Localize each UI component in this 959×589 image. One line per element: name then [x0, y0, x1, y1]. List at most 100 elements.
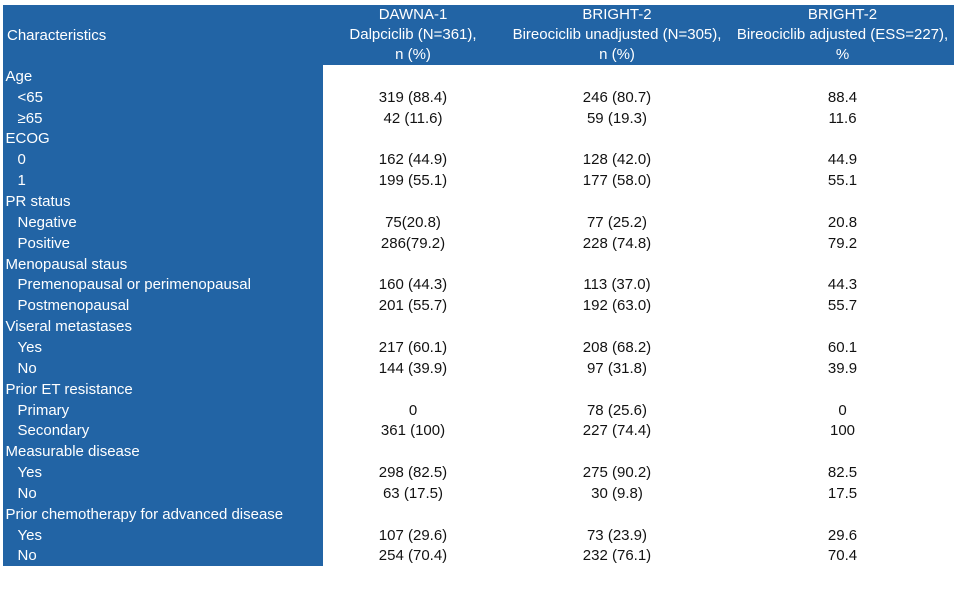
cell-value: 228 (74.8) — [582, 234, 652, 252]
row-label-panel — [3, 65, 323, 566]
cell-value: 128 (42.0) — [582, 151, 652, 169]
cell-value: 113 (37.0) — [583, 276, 651, 294]
cell-value: 11.6 — [828, 109, 857, 127]
row-label: Yes — [17, 338, 42, 356]
cell-value: 275 (90.2) — [582, 464, 652, 482]
cell-value: 30 (9.8) — [591, 484, 643, 502]
row-label: 0 — [17, 151, 26, 169]
row-label: <65 — [17, 88, 43, 106]
cell-value: 42 (11.6) — [383, 109, 443, 127]
column-header-bright2-adjusted-arm: Bireociclib adjusted (ESS=227), — [736, 26, 949, 43]
cell-value: 100 — [829, 422, 856, 440]
table-row: Yes 298 (82.5) 275 (90.2) 82.5 — [0, 462, 959, 483]
row-label-group: Menopausal staus — [5, 255, 128, 273]
column-header-bright2-unadjusted: BRIGHT-2 Bireociclib unadjusted (N=305),… — [503, 5, 731, 65]
table-row: PR status — [0, 191, 959, 212]
cell-value: 59 (19.3) — [586, 109, 648, 127]
cell-value: 286(79.2) — [380, 234, 446, 252]
cell-value: 162 (44.9) — [378, 151, 448, 169]
table-row: 1 199 (55.1) 177 (58.0) 55.1 — [0, 170, 959, 191]
table-row: Viseral metastases — [0, 316, 959, 337]
column-header-dawna1-study: DAWNA-1 — [378, 6, 448, 23]
table-row: Yes 107 (29.6) 73 (23.9) 29.6 — [0, 525, 959, 546]
table-row: Postmenopausal 201 (55.7) 192 (63.0) 55.7 — [0, 295, 959, 316]
table-row: No 254 (70.4) 232 (76.1) 70.4 — [0, 546, 959, 567]
row-label: No — [17, 484, 37, 502]
row-label-group: Prior chemotherapy for advanced disease — [5, 505, 284, 523]
row-label-group: ECOG — [5, 130, 50, 148]
table-row: ≥65 42 (11.6) 59 (19.3) 11.6 — [0, 108, 959, 129]
row-label-group: Age — [5, 67, 33, 85]
cell-value: 361 (100) — [380, 422, 446, 440]
row-label: Negative — [17, 213, 77, 231]
cell-value: 298 (82.5) — [378, 464, 448, 482]
table-row: 0 162 (44.9) 128 (42.0) 44.9 — [0, 149, 959, 170]
column-header-bright2-adjusted-unit: % — [835, 46, 850, 63]
cell-value: 29.6 — [827, 526, 858, 544]
cell-value: 88.4 — [827, 88, 858, 106]
cell-value: 55.1 — [827, 172, 858, 190]
table-row: Secondary 361 (100) 227 (74.4) 100 — [0, 420, 959, 441]
table-header-band: Characteristics DAWNA-1 Dalpciclib (N=36… — [3, 5, 954, 65]
cell-value: 201 (55.7) — [378, 297, 448, 315]
cell-value: 70.4 — [827, 547, 858, 565]
cell-value: 0 — [408, 401, 418, 419]
cell-value: 177 (58.0) — [582, 172, 652, 190]
row-label-group: Viseral metastases — [5, 318, 132, 336]
table-row: <65 319 (88.4) 246 (80.7) 88.4 — [0, 87, 959, 108]
row-label: Premenopausal or perimenopausal — [17, 276, 251, 294]
column-header-bright2-unadjusted-arm: Bireociclib unadjusted (N=305), — [512, 26, 722, 43]
table-row: Age — [0, 66, 959, 87]
row-label: Yes — [17, 526, 42, 544]
table-row: Prior ET resistance — [0, 379, 959, 400]
cell-value: 82.5 — [827, 464, 858, 482]
cell-value: 319 (88.4) — [378, 88, 448, 106]
cell-value: 55.7 — [827, 297, 858, 315]
cell-value: 39.9 — [827, 359, 858, 377]
cell-value: 144 (39.9) — [378, 359, 448, 377]
column-header-bright2-unadjusted-unit: n (%) — [599, 46, 635, 63]
cell-value: 0 — [838, 401, 847, 419]
cell-value: 199 (55.1) — [378, 172, 448, 190]
cell-value: 107 (29.6) — [378, 526, 448, 544]
cell-value: 246 (80.7) — [582, 88, 652, 106]
column-header-dawna1-unit: n (%) — [395, 46, 431, 63]
row-label: ≥65 — [17, 109, 43, 127]
row-label-group: PR status — [5, 193, 71, 211]
row-label: Postmenopausal — [17, 297, 130, 315]
cell-value: 44.3 — [827, 276, 858, 294]
cell-value: 227 (74.4) — [582, 422, 652, 440]
column-header-bright2-unadjusted-study: BRIGHT-2 — [582, 6, 652, 23]
table-row: Menopausal staus — [0, 254, 959, 275]
row-label: No — [17, 359, 37, 377]
table-row: Measurable disease — [0, 441, 959, 462]
row-label: Secondary — [17, 422, 90, 440]
cell-value: 17.5 — [827, 484, 858, 502]
row-label-group: Measurable disease — [5, 443, 140, 461]
cell-value: 79.2 — [827, 234, 858, 252]
cell-value: 192 (63.0) — [582, 297, 652, 315]
cell-value: 232 (76.1) — [582, 547, 652, 565]
table-row: Positive 286(79.2) 228 (74.8) 79.2 — [0, 233, 959, 254]
column-header-bright2-adjusted-study: BRIGHT-2 — [807, 6, 878, 23]
cell-value: 60.1 — [827, 338, 858, 356]
table-row: Premenopausal or perimenopausal 160 (44.3… — [0, 275, 959, 296]
cell-value: 254 (70.4) — [378, 547, 448, 565]
cell-value: 208 (68.2) — [582, 338, 652, 356]
column-header-dawna1-arm: Dalpciclib (N=361), — [349, 26, 477, 43]
row-label: Positive — [17, 234, 71, 252]
column-header-characteristics: Characteristics — [3, 5, 323, 65]
row-label: Primary — [17, 401, 70, 419]
cell-value: 75(20.8) — [385, 213, 441, 231]
row-label: No — [17, 547, 37, 565]
row-label: 1 — [17, 172, 26, 190]
column-header-characteristics-label: Characteristics — [7, 26, 107, 44]
row-label-group: Prior ET resistance — [5, 380, 133, 398]
column-header-bright2-adjusted: BRIGHT-2 Bireociclib adjusted (ESS=227),… — [731, 5, 954, 65]
cell-value: 160 (44.3) — [378, 276, 448, 294]
row-label: Yes — [17, 464, 42, 482]
cell-value: 73 (23.9) — [586, 526, 648, 544]
cell-value: 20.8 — [827, 213, 858, 231]
cell-value: 217 (60.1) — [378, 338, 448, 356]
